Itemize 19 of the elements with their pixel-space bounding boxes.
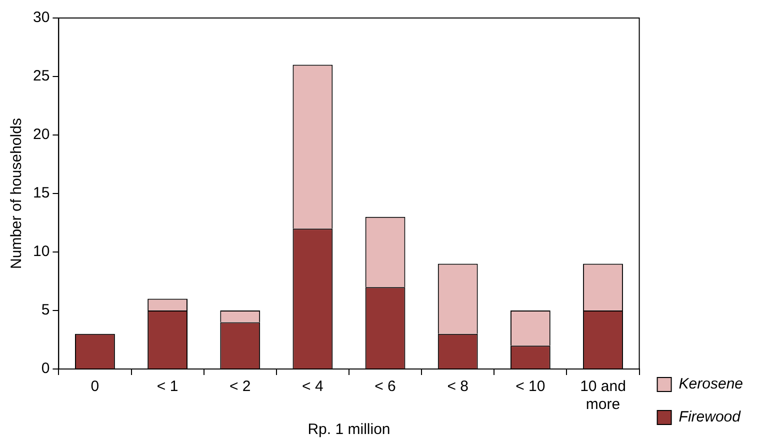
y-tick-label: 30	[32, 9, 50, 26]
x-tick-label: 0	[90, 378, 100, 396]
y-tick-label: 10	[32, 243, 50, 260]
x-axis-title: Rp. 1 million	[308, 421, 390, 438]
y-tick-label: 5	[41, 302, 50, 319]
x-tick-label: < 8	[447, 378, 468, 396]
x-tick-label: < 6	[374, 378, 396, 396]
y-tick-label: 20	[32, 126, 50, 144]
legend-label: Firewood	[678, 408, 742, 426]
y-tick-label: 25	[32, 68, 50, 85]
x-tick-label: < 2	[229, 378, 251, 396]
y-axis-title: Number of households	[8, 118, 26, 269]
y-tick-label: 0	[41, 360, 50, 378]
y-tick-label: 15	[32, 184, 50, 202]
x-tick-label: < 4	[302, 378, 324, 396]
x-tick-label: < 10	[516, 378, 546, 396]
legend-label: Kerosene	[678, 376, 744, 393]
x-tick-label: 10 and more	[580, 378, 626, 414]
x-tick-label: < 1	[156, 378, 178, 396]
